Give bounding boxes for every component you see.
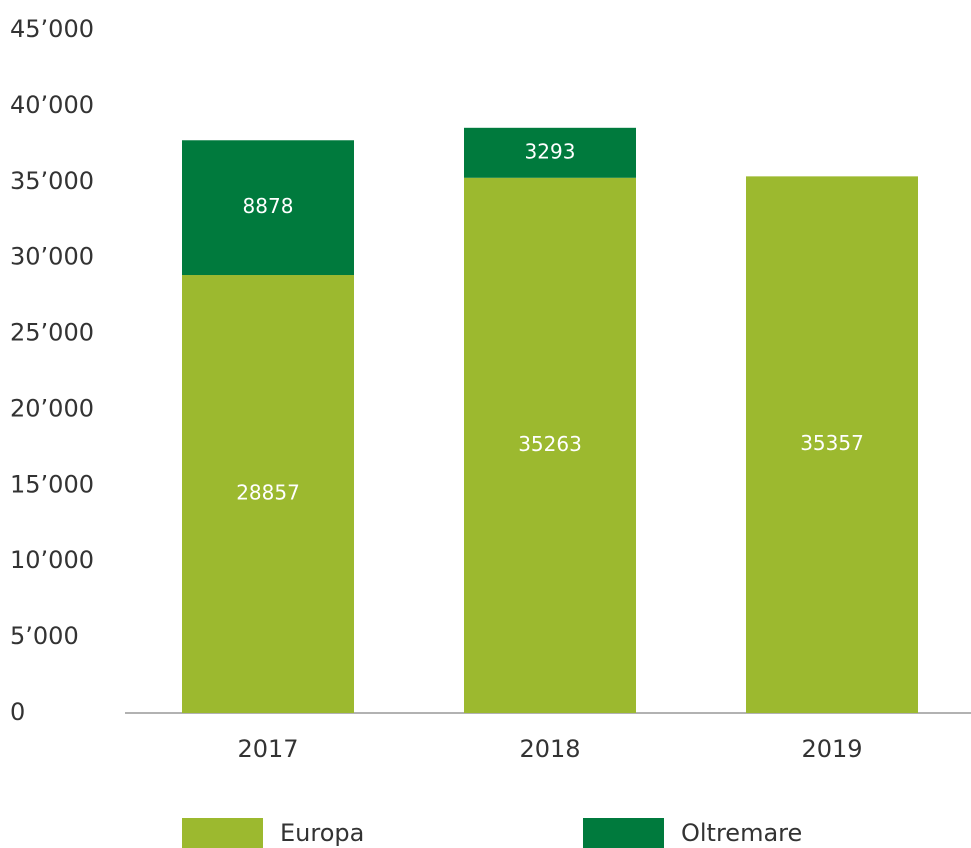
data-label: 8878 [243,194,294,218]
legend-swatch [583,818,664,848]
data-label: 28857 [236,481,300,505]
y-tick-label: 25’000 [10,319,94,347]
y-tick-label: 30’000 [10,243,94,271]
y-tick-label: 35’000 [10,167,94,195]
legend-swatch [182,818,263,848]
data-label: 35263 [518,432,582,456]
bar-segment [464,127,636,178]
bar-segment [464,177,636,714]
x-tick-label: 2019 [801,735,862,763]
data-label: 3293 [525,139,576,163]
bar-segment [182,140,354,276]
y-tick-label: 5’000 [10,622,79,650]
y-tick-label: 20’000 [10,394,94,422]
data-label: 35357 [800,431,864,455]
bar-segment [182,275,354,713]
y-tick-label: 0 [10,698,25,726]
legend-label: Oltremare [681,819,802,847]
x-tick-label: 2017 [237,735,298,763]
bar-segment [746,176,918,713]
y-tick-label: 45’000 [10,15,94,43]
x-tick-label: 2018 [519,735,580,763]
y-tick-label: 10’000 [10,546,94,574]
y-tick-label: 15’000 [10,470,94,498]
y-tick-label: 40’000 [10,91,94,119]
legend-label: Europa [280,819,364,847]
